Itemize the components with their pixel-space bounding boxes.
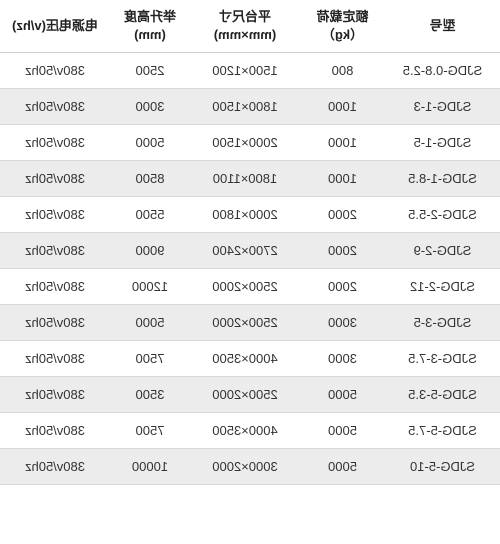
table-cell: 380v/50hz [0,197,110,233]
table-cell: 3000×2000 [190,449,300,485]
table-cell: 1800×1500 [190,89,300,125]
col-header-power: 电源电压(v/hz) [0,0,110,53]
col-header-unit: （kg） [322,27,363,42]
table-cell: SJDG-5-3.5 [385,377,500,413]
col-header-label: 型号 [430,18,456,33]
table-cell: 2000×1800 [190,197,300,233]
table-row: SJDG-2-1220002500×200012000380v/50hz [0,269,500,305]
table-cell: 4000×3500 [190,413,300,449]
table-cell: 2000 [300,269,385,305]
spec-table: 型号 额定载荷 （kg） 平台尺寸 (mm×mm) 举升高度 (mm) 电源电压… [0,0,500,485]
table-body: SJDG-0.8-2.58001500×12002500380v/50hzSJD… [0,53,500,485]
table-cell: 380v/50hz [0,377,110,413]
table-cell: 380v/50hz [0,53,110,89]
table-row: SJDG-1-8.510001800×11008500380v/50hz [0,161,500,197]
table-cell: 9000 [110,233,190,269]
col-header-label: 平台尺寸 [219,9,271,24]
table-header-row: 型号 额定载荷 （kg） 平台尺寸 (mm×mm) 举升高度 (mm) 电源电压… [0,0,500,53]
table-cell: 12000 [110,269,190,305]
table-row: SJDG-5-3.550002500×20003500380v/50hz [0,377,500,413]
table-cell: 380v/50hz [0,89,110,125]
table-cell: SJDG-1-3 [385,89,500,125]
table-cell: SJDG-1-5 [385,125,500,161]
col-header-load: 额定载荷 （kg） [300,0,385,53]
table-cell: 2700×2400 [190,233,300,269]
table-cell: 8500 [110,161,190,197]
table-cell: 380v/50hz [0,305,110,341]
table-cell: 380v/50hz [0,341,110,377]
table-cell: 380v/50hz [0,125,110,161]
table-cell: 5000 [300,377,385,413]
table-cell: SJDG-3-5 [385,305,500,341]
table-cell: 1000 [300,125,385,161]
table-cell: 5000 [110,125,190,161]
table-cell: 380v/50hz [0,233,110,269]
table-cell: SJDG-3-7.5 [385,341,500,377]
col-header-height: 举升高度 (mm) [110,0,190,53]
table-cell: 1500×1200 [190,53,300,89]
table-cell: 4000×3500 [190,341,300,377]
table-cell: 3500 [110,377,190,413]
col-header-label: 举升高度 [124,9,176,24]
table-row: SJDG-1-510002000×15005000380v/50hz [0,125,500,161]
table-cell: SJDG-2-9 [385,233,500,269]
table-cell: 2000 [300,197,385,233]
table-cell: 1800×1100 [190,161,300,197]
table-row: SJDG-3-7.530004000×35007500380v/50hz [0,341,500,377]
table-cell: 3000 [110,89,190,125]
table-cell: 5000 [300,449,385,485]
table-cell: SJDG-2-5.5 [385,197,500,233]
table-cell: 380v/50hz [0,269,110,305]
table-row: SJDG-5-1050003000×200010000380v/50hz [0,449,500,485]
col-header-size: 平台尺寸 (mm×mm) [190,0,300,53]
table-row: SJDG-5-7.550004000×35007500380v/50hz [0,413,500,449]
col-header-unit: (mm) [134,27,166,42]
table-cell: 800 [300,53,385,89]
table-row: SJDG-0.8-2.58001500×12002500380v/50hz [0,53,500,89]
table-cell: 380v/50hz [0,161,110,197]
table-cell: 2500×2000 [190,269,300,305]
table-row: SJDG-1-310001800×15003000380v/50hz [0,89,500,125]
col-header-unit: (mm×mm) [214,27,277,42]
col-header-label: 电源电压(v/hz) [12,18,98,33]
table-cell: 10000 [110,449,190,485]
table-cell: SJDG-1-8.5 [385,161,500,197]
table-cell: 2500×2000 [190,377,300,413]
table-cell: 2500 [110,53,190,89]
table-cell: 1000 [300,89,385,125]
table-row: SJDG-2-5.520002000×18005500380v/50hz [0,197,500,233]
table-cell: 3000 [300,305,385,341]
col-header-label: 额定载荷 [317,9,369,24]
table-cell: 2000 [300,233,385,269]
col-header-model: 型号 [385,0,500,53]
table-cell: 7500 [110,413,190,449]
table-cell: SJDG-5-10 [385,449,500,485]
table-cell: 380v/50hz [0,449,110,485]
table-cell: 2500×2000 [190,305,300,341]
table-cell: 380v/50hz [0,413,110,449]
table-cell: 7500 [110,341,190,377]
table-row: SJDG-2-920002700×24009000380v/50hz [0,233,500,269]
table-cell: 2000×1500 [190,125,300,161]
table-cell: 5500 [110,197,190,233]
table-row: SJDG-3-530002500×20005000380v/50hz [0,305,500,341]
table-cell: SJDG-0.8-2.5 [385,53,500,89]
table-cell: 1000 [300,161,385,197]
table-cell: 3000 [300,341,385,377]
table-cell: 5000 [110,305,190,341]
table-cell: SJDG-5-7.5 [385,413,500,449]
table-cell: 5000 [300,413,385,449]
table-cell: SJDG-2-12 [385,269,500,305]
